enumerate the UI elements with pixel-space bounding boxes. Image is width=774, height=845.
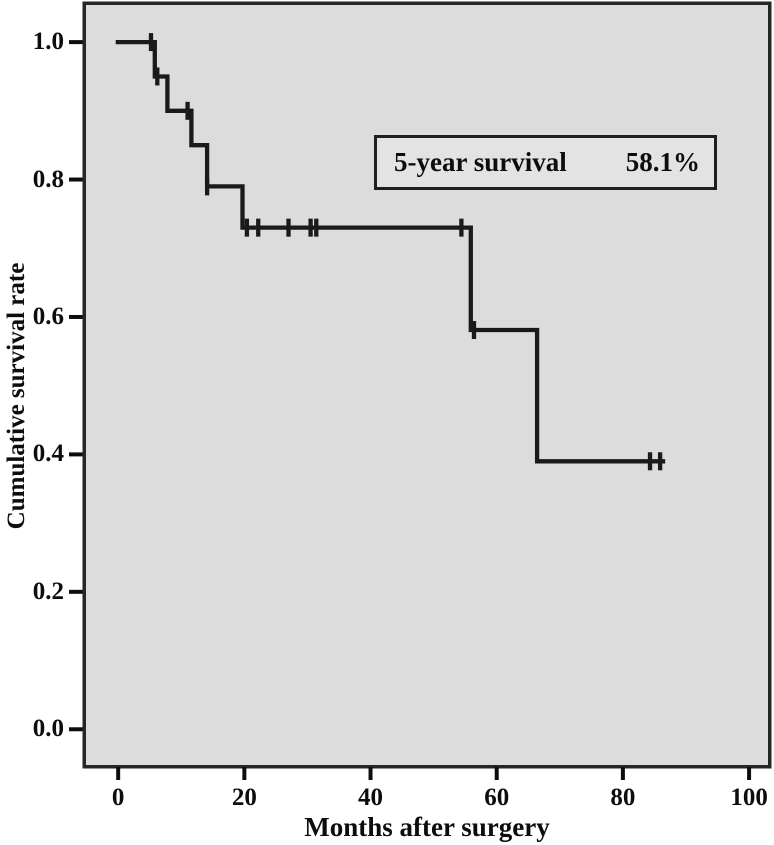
x-tick-label: 20 bbox=[231, 784, 257, 811]
x-tick-label: 0 bbox=[111, 784, 125, 811]
survival-step-curve bbox=[115, 39, 666, 464]
y-tick-label: 1.0 bbox=[32, 28, 64, 56]
y-tick-label: 0.8 bbox=[32, 165, 64, 193]
y-tick-label: 0.4 bbox=[32, 440, 64, 468]
x-axis-title: Months after surgery bbox=[304, 812, 550, 842]
annotation-label: 5-year survival bbox=[394, 147, 567, 177]
x-tick-label: 40 bbox=[358, 784, 384, 811]
y-tick-label: 0.0 bbox=[32, 715, 64, 743]
y-tick-label: 0.2 bbox=[32, 577, 64, 605]
x-tick-label: 60 bbox=[484, 784, 510, 811]
annotation-box: 5-year survival 58.1% bbox=[374, 135, 717, 190]
y-tick-label: 0.6 bbox=[32, 302, 64, 330]
plot-frame bbox=[82, 1, 772, 769]
x-tick-label: 80 bbox=[610, 784, 636, 811]
x-tick-label: 100 bbox=[730, 784, 768, 811]
annotation-value: 58.1% bbox=[625, 147, 700, 177]
